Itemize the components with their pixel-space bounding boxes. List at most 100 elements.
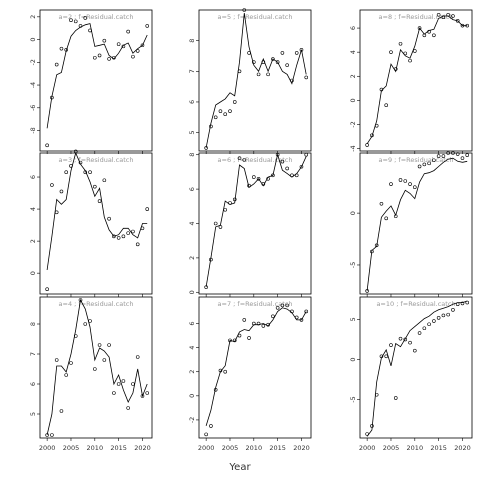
data-point bbox=[213, 115, 218, 120]
data-point bbox=[107, 343, 111, 347]
data-point bbox=[384, 354, 389, 359]
data-point bbox=[223, 112, 228, 117]
panel-title: a=4 ; f=Residual.catch bbox=[59, 300, 134, 308]
data-point bbox=[97, 199, 102, 203]
x-axis bbox=[205, 151, 302, 154]
data-point bbox=[107, 57, 111, 61]
data-point bbox=[427, 161, 431, 166]
data-point bbox=[436, 13, 441, 17]
data-point bbox=[121, 44, 126, 49]
panel-title: a=9 ; f=Residual.catch bbox=[379, 156, 454, 164]
data-point bbox=[379, 354, 384, 359]
data-point bbox=[64, 373, 69, 377]
data-point bbox=[389, 343, 393, 347]
data-point bbox=[247, 336, 251, 340]
y-tick-label: 4 bbox=[188, 221, 196, 225]
series-line bbox=[205, 307, 307, 427]
data-point bbox=[228, 338, 232, 343]
y-tick-label: -2 bbox=[188, 417, 196, 423]
data-point bbox=[446, 312, 450, 317]
data-point bbox=[271, 57, 275, 61]
data-point bbox=[88, 28, 92, 33]
y-axis: 8 6 4 2 0 bbox=[188, 153, 199, 294]
data-point bbox=[242, 158, 247, 162]
x-axis-label: Year bbox=[228, 462, 251, 473]
data-point bbox=[370, 424, 374, 428]
series-points bbox=[365, 151, 470, 293]
y-tick-label: 6 bbox=[188, 100, 196, 104]
data-point bbox=[413, 348, 417, 353]
data-point bbox=[237, 156, 242, 160]
data-point bbox=[83, 170, 88, 175]
data-point bbox=[432, 33, 436, 38]
panel-frame bbox=[39, 152, 153, 295]
y-tick-label: 6 bbox=[29, 175, 37, 179]
y-tick-label: 2 bbox=[29, 239, 37, 243]
data-point bbox=[422, 162, 427, 167]
data-point bbox=[131, 229, 135, 234]
data-point bbox=[403, 337, 408, 342]
data-point bbox=[97, 53, 102, 58]
data-point bbox=[73, 334, 78, 338]
x-tick-label: 2015 bbox=[430, 444, 447, 452]
data-point bbox=[398, 41, 403, 46]
data-point bbox=[228, 201, 232, 205]
data-point bbox=[131, 54, 135, 59]
series-line bbox=[205, 153, 307, 288]
data-point bbox=[140, 43, 145, 48]
y-tick-label: -8 bbox=[29, 127, 37, 133]
data-point bbox=[121, 234, 126, 239]
data-point bbox=[290, 173, 294, 178]
panel-frame bbox=[359, 296, 473, 439]
data-point bbox=[50, 183, 54, 187]
data-point bbox=[384, 216, 389, 221]
x-tick-label: 2015 bbox=[110, 444, 127, 452]
data-point bbox=[50, 95, 54, 100]
data-point bbox=[446, 151, 450, 155]
data-point bbox=[45, 143, 49, 148]
data-point bbox=[417, 164, 422, 169]
data-point bbox=[294, 51, 299, 55]
y-tick-label: 0 bbox=[349, 211, 357, 215]
data-point bbox=[271, 314, 275, 319]
data-point bbox=[455, 152, 460, 156]
data-point bbox=[427, 322, 431, 327]
data-point bbox=[460, 156, 465, 160]
data-point bbox=[465, 300, 470, 305]
y-tick-label: 6 bbox=[29, 382, 37, 386]
data-point bbox=[374, 243, 379, 248]
x-axis: 2000 2005 2010 2015 2020 bbox=[198, 438, 310, 452]
data-point bbox=[102, 178, 107, 183]
data-point bbox=[112, 234, 116, 239]
data-point bbox=[83, 16, 88, 20]
y-tick-label: -4 bbox=[349, 145, 357, 151]
y-tick-label: 0 bbox=[29, 271, 37, 275]
panel-grid: a=2 ; f=Residual.catch 2 0 -2 -4 -6 -8 a=5 ; f=… bbox=[29, 8, 473, 452]
series-line bbox=[205, 13, 307, 148]
data-point bbox=[451, 14, 455, 18]
panel-frame bbox=[198, 152, 312, 295]
data-point bbox=[304, 152, 309, 157]
y-axis: 8 7 6 5 bbox=[188, 39, 199, 135]
data-point bbox=[266, 72, 270, 77]
y-tick-label: 2 bbox=[29, 15, 37, 19]
data-point bbox=[427, 29, 431, 34]
data-point bbox=[408, 182, 412, 186]
y-tick-label: 4 bbox=[349, 50, 357, 54]
x-axis: 2000 2005 2010 2015 2020 bbox=[359, 438, 471, 452]
y-tick-label: 8 bbox=[29, 322, 37, 326]
data-point bbox=[271, 173, 275, 178]
data-point bbox=[374, 123, 379, 128]
data-point bbox=[252, 175, 256, 179]
data-point bbox=[422, 326, 427, 331]
data-point bbox=[285, 63, 289, 67]
data-point bbox=[83, 322, 88, 326]
data-point bbox=[261, 60, 266, 64]
data-point bbox=[88, 170, 92, 175]
x-axis bbox=[205, 294, 302, 297]
y-tick-label: 7 bbox=[188, 69, 196, 73]
y-tick-label: 2 bbox=[349, 74, 357, 78]
data-point bbox=[455, 19, 460, 23]
